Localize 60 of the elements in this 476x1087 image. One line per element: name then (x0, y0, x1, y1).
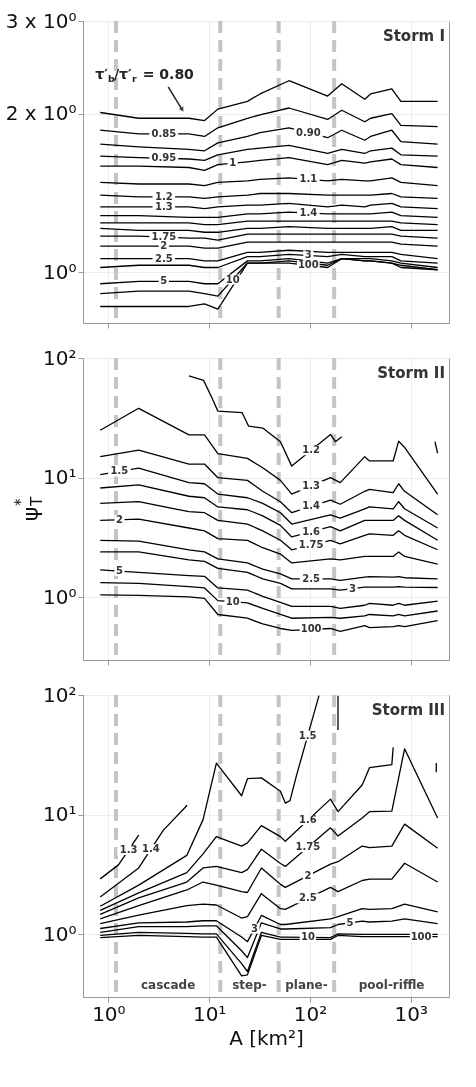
series-label: 0.85 (151, 127, 177, 139)
annotation: step- (232, 978, 267, 992)
series-label: 2.5 (154, 252, 173, 264)
series-label: 1.5 (110, 465, 129, 477)
y-tick-label: 10⁰ (43, 259, 77, 284)
series-label: 1.6 (299, 814, 317, 826)
series-label: 1.4 (299, 206, 318, 218)
series-label: 0.95 (151, 152, 177, 164)
series-label: 2 (115, 513, 123, 525)
chart-title: Storm II (377, 364, 445, 382)
series-label: 1.3 (302, 479, 321, 491)
series-label: 100 (300, 623, 322, 635)
y-tick-label: 10¹ (43, 465, 77, 490)
x-tick-label: 10⁰ (92, 1001, 126, 1026)
series-label: 2 (160, 240, 168, 252)
y-tick-label: 10⁰ (43, 921, 77, 946)
annotation: pool-riffle (358, 978, 425, 992)
series-label: 3 (250, 922, 258, 934)
series-label: 100 (410, 930, 432, 942)
series-label: 1.6 (302, 525, 321, 537)
series-label: 10 (225, 595, 240, 607)
series-label: 2 (304, 869, 312, 881)
chart-title: Storm III (371, 701, 445, 719)
series-label: 1.75 (298, 539, 324, 551)
series-label: 0.90 (295, 126, 321, 138)
y-tick-label: 3 x 10⁰ (5, 8, 77, 33)
x-tick-label: 10³ (394, 1001, 428, 1026)
series-label: 5 (346, 916, 354, 928)
x-tick-label: 10² (293, 1001, 328, 1026)
series-label: 1.3 (119, 843, 138, 855)
series-label: 5 (160, 275, 168, 287)
series-label: 1.4 (142, 843, 160, 855)
series-label: 1.75 (151, 231, 177, 243)
y-tick-label: 10² (43, 345, 77, 370)
y-tick-label: 2 x 10⁰ (5, 101, 77, 126)
y-tick-label: 10⁰ (43, 584, 77, 609)
annotation: plane- (285, 978, 328, 992)
chart-title: Storm I (382, 27, 445, 45)
series-label: 1.2 (154, 190, 173, 202)
series-label: 2.5 (302, 572, 321, 584)
x-axis-title: A [km²] (229, 1025, 304, 1050)
y-tick-label: 10¹ (43, 802, 77, 827)
series-label: 1.2 (302, 444, 321, 456)
series-label: 1.5 (298, 729, 317, 741)
series-label: 1.3 (154, 200, 173, 212)
series-label: 1 (229, 157, 237, 169)
series-label: 100 (297, 259, 319, 271)
series-label: 1.75 (295, 841, 321, 853)
series-label: 3 (304, 249, 312, 261)
series-label: 3 (349, 582, 357, 594)
x-tick-label: 10¹ (192, 1001, 227, 1026)
series-label: 2.5 (299, 892, 317, 904)
series-label: 5 (115, 565, 123, 577)
y-tick-label: 10² (43, 682, 77, 707)
annotation: cascade (140, 978, 196, 992)
series-label: 1.4 (302, 500, 321, 512)
series-label: 1.1 (299, 173, 318, 185)
series-label: 10 (225, 273, 240, 285)
series-label: 10 (300, 931, 315, 943)
y-axis-title: ψ*T (11, 495, 47, 522)
